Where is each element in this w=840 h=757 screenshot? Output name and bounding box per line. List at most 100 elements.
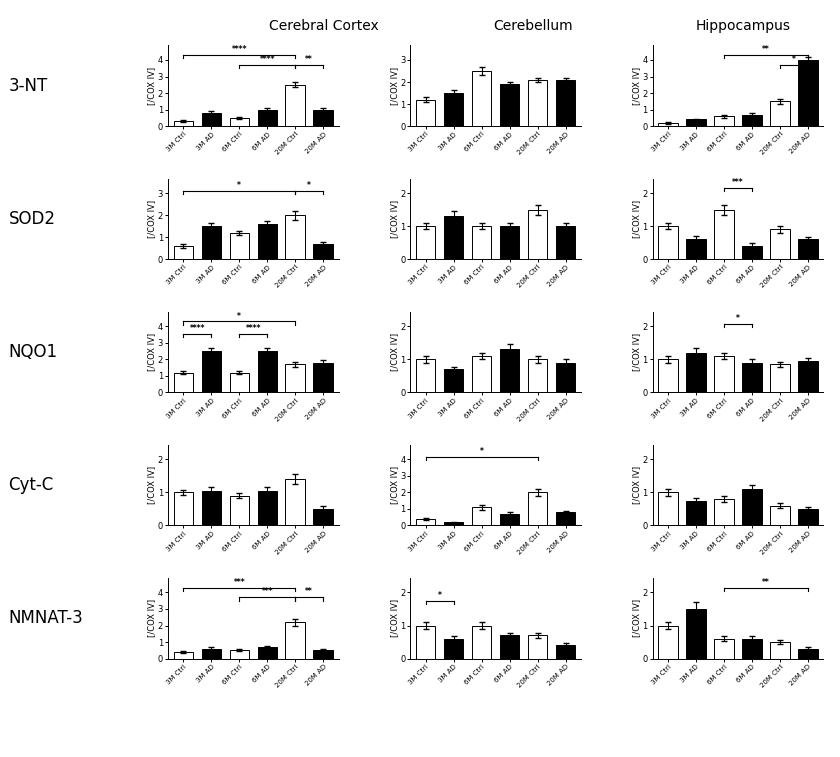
Bar (714, 356, 733, 392)
Bar (416, 100, 435, 126)
Bar (528, 79, 548, 126)
Bar (229, 232, 249, 259)
Bar (174, 121, 193, 126)
Bar (528, 635, 548, 659)
Bar (770, 229, 790, 259)
Y-axis label: [/COX IV]: [/COX IV] (632, 600, 641, 637)
Bar (472, 71, 491, 126)
Text: *: * (238, 181, 241, 190)
Bar (686, 353, 706, 392)
Bar (174, 652, 193, 659)
Text: **: ** (762, 578, 769, 587)
Bar (444, 522, 464, 525)
Text: NMNAT-3: NMNAT-3 (8, 609, 83, 628)
Bar (202, 351, 221, 392)
Bar (686, 500, 706, 525)
Text: *: * (307, 181, 311, 190)
Bar (313, 509, 333, 525)
Bar (202, 491, 221, 525)
Bar (174, 246, 193, 259)
Text: **: ** (306, 587, 313, 597)
Bar (686, 239, 706, 259)
Text: ****: **** (245, 325, 261, 333)
Text: ***: *** (732, 179, 743, 188)
Text: ****: **** (232, 45, 247, 55)
Y-axis label: [/COX IV]: [/COX IV] (390, 200, 399, 238)
Text: NQO1: NQO1 (8, 343, 57, 361)
Text: ***: *** (234, 578, 245, 587)
Y-axis label: [/COX IV]: [/COX IV] (148, 466, 156, 504)
Bar (258, 647, 277, 659)
Y-axis label: [/COX IV]: [/COX IV] (390, 466, 399, 504)
Bar (556, 226, 575, 259)
Y-axis label: [/COX IV]: [/COX IV] (632, 333, 641, 371)
Bar (659, 492, 678, 525)
Bar (798, 239, 817, 259)
Bar (500, 226, 519, 259)
Bar (500, 635, 519, 659)
Text: *: * (480, 447, 484, 456)
Bar (686, 120, 706, 126)
Bar (174, 492, 193, 525)
Text: Cyt-C: Cyt-C (8, 476, 54, 494)
Bar (416, 360, 435, 392)
Bar (770, 101, 790, 126)
Bar (686, 609, 706, 659)
Bar (500, 350, 519, 392)
Y-axis label: [/COX IV]: [/COX IV] (147, 600, 156, 637)
Bar (714, 639, 733, 659)
Bar (313, 244, 333, 259)
Text: ****: **** (260, 55, 275, 64)
Bar (472, 356, 491, 392)
Bar (472, 507, 491, 525)
Bar (659, 226, 678, 259)
Y-axis label: [/COX IV]: [/COX IV] (390, 333, 399, 371)
Y-axis label: [/COX IV]: [/COX IV] (390, 600, 399, 637)
Bar (528, 210, 548, 259)
Text: **: ** (306, 55, 313, 64)
Bar (742, 639, 762, 659)
Text: *: * (238, 312, 241, 320)
Bar (798, 509, 817, 525)
Text: *: * (736, 314, 740, 323)
Bar (714, 210, 733, 259)
Bar (742, 363, 762, 392)
Bar (556, 79, 575, 126)
Bar (444, 369, 464, 392)
Bar (770, 642, 790, 659)
Bar (444, 217, 464, 259)
Y-axis label: [/COX IV]: [/COX IV] (632, 466, 641, 504)
Bar (659, 360, 678, 392)
Bar (714, 499, 733, 525)
Bar (528, 492, 548, 525)
Bar (659, 123, 678, 126)
Bar (500, 514, 519, 525)
Bar (286, 622, 305, 659)
Bar (444, 93, 464, 126)
Bar (714, 116, 733, 126)
Bar (770, 506, 790, 525)
Bar (798, 361, 817, 392)
Text: ****: **** (190, 325, 205, 333)
Text: Hippocampus: Hippocampus (696, 20, 791, 33)
Bar (313, 363, 333, 392)
Bar (742, 246, 762, 259)
Bar (528, 360, 548, 392)
Bar (742, 489, 762, 525)
Bar (202, 113, 221, 126)
Bar (258, 491, 277, 525)
Text: Cerebral Cortex: Cerebral Cortex (269, 20, 378, 33)
Bar (798, 60, 817, 126)
Bar (472, 625, 491, 659)
Text: ***: *** (261, 587, 273, 597)
Bar (258, 351, 277, 392)
Bar (286, 364, 305, 392)
Text: 3-NT: 3-NT (8, 76, 48, 95)
Bar (742, 114, 762, 126)
Bar (556, 363, 575, 392)
Text: Cerebellum: Cerebellum (494, 20, 573, 33)
Bar (202, 649, 221, 659)
Text: *: * (438, 590, 442, 600)
Bar (416, 519, 435, 525)
Bar (313, 110, 333, 126)
